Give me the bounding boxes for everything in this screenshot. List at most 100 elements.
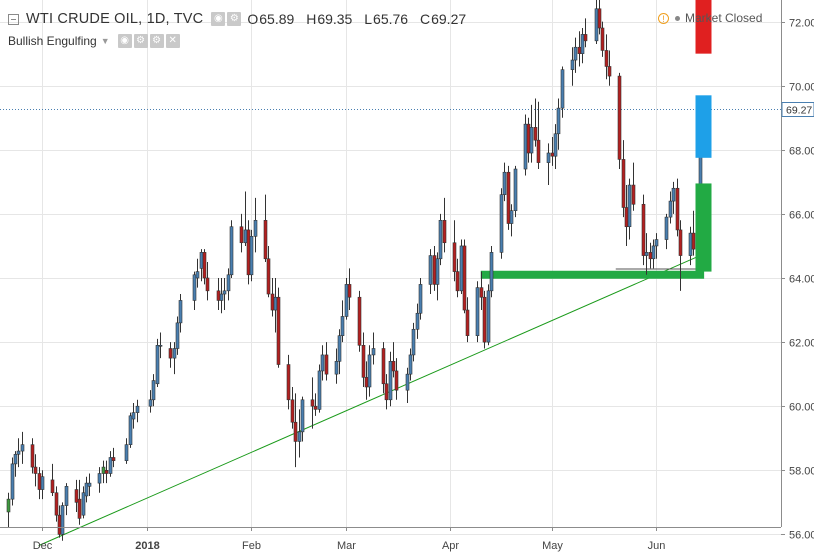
candlestick-series (6, 0, 703, 541)
candle-body (442, 220, 447, 244)
candle-body (13, 453, 18, 465)
candle-body (499, 194, 504, 253)
close-icon[interactable]: ✕ (165, 34, 180, 48)
candle-body (30, 444, 35, 468)
candle-body (644, 252, 649, 256)
candle-body (148, 399, 153, 407)
eye-icon[interactable]: ◉ (117, 34, 132, 48)
candle-body (77, 498, 82, 519)
candle-body (175, 322, 180, 349)
candle-body (367, 354, 372, 388)
candle-body (489, 252, 494, 292)
candle-body (502, 171, 507, 195)
candle-body (243, 229, 248, 244)
candle-body (455, 271, 460, 292)
candle-body (570, 59, 575, 70)
candle-body (300, 399, 305, 433)
close-value: 69.27 (431, 11, 467, 27)
candle-body (128, 415, 133, 445)
candle-body (648, 252, 653, 260)
candle-body (155, 345, 160, 385)
candle-body (664, 216, 669, 240)
candle-body (249, 236, 254, 276)
time-axis[interactable]: Dec 2018 Feb Mar Apr May Jun (0, 527, 781, 552)
range-marker-bar (695, 183, 712, 272)
market-status[interactable]: ! Market Closed (658, 11, 762, 25)
candle-body (556, 107, 561, 135)
candle-body (40, 476, 45, 490)
candle-body (347, 284, 352, 298)
symbol-title[interactable]: WTI CRUDE OIL, 1D, TVC (26, 11, 204, 27)
candle-body (364, 377, 369, 388)
candle-body (668, 200, 673, 218)
indicator-name[interactable]: Bullish Engulfing (8, 34, 97, 48)
candle-body (60, 505, 65, 535)
time-tick-label: May (542, 540, 563, 552)
price-tick-label: 56.00 (789, 530, 814, 542)
price-tick-label: 58.00 (789, 466, 814, 478)
price-tick-label: 60.00 (789, 402, 814, 414)
candle-body (20, 444, 25, 452)
collapse-icon[interactable] (8, 13, 19, 25)
candle-body (290, 399, 295, 423)
price-tick-label: 64.00 (789, 274, 814, 286)
candle-body (266, 258, 271, 295)
candle-body (172, 348, 177, 359)
candle-body (16, 450, 21, 455)
candle-body (361, 345, 366, 378)
candle-body (405, 373, 410, 391)
candle-body (276, 296, 281, 365)
eye-icon[interactable]: ◉ (211, 12, 226, 26)
candle-body (533, 127, 538, 141)
candle-body (675, 187, 680, 231)
trendline (38, 255, 701, 547)
candle-body (459, 245, 464, 292)
price-tick-label: 68.00 (789, 146, 814, 158)
candle-body (324, 354, 329, 375)
chevron-down-icon[interactable]: ▼ (100, 36, 110, 46)
status-dot-icon (675, 15, 680, 21)
candle-body (84, 482, 89, 497)
candle-body (513, 168, 518, 211)
candle-body (381, 348, 386, 385)
close-label: C (419, 11, 431, 27)
candle-body (320, 354, 325, 372)
candle-body (577, 46, 582, 54)
candle-body (394, 370, 399, 391)
candle-body (546, 152, 551, 163)
candle-body (583, 34, 588, 42)
candle-body (192, 274, 197, 301)
time-tick-label: Feb (242, 540, 261, 552)
candle-body (195, 271, 200, 279)
ohlc-values: O65.89 H69.35 L65.76 C69.27 (247, 11, 474, 27)
candle-body (104, 469, 109, 474)
candle-body (418, 284, 423, 314)
candle-body (529, 127, 534, 154)
candle-body (178, 300, 183, 324)
candle-body (597, 8, 602, 29)
candle-body (108, 457, 113, 474)
chart-legend: WTI CRUDE OIL, 1D, TVC ◉ ⚙ O65.89 H69.35… (8, 11, 474, 27)
time-tick-label: Dec (33, 540, 53, 552)
price-axis[interactable]: 56.00 58.00 60.00 62.00 64.00 66.00 68.00 70.00… (781, 0, 814, 542)
price-tick-label: 66.00 (789, 210, 814, 222)
candle-body (475, 287, 480, 336)
candle-body (607, 66, 612, 77)
open-label: O (247, 11, 259, 27)
candle-body (627, 184, 632, 228)
candle-body (651, 245, 656, 260)
candle-body (131, 412, 136, 420)
low-label: L (364, 11, 373, 27)
candle-body (621, 159, 626, 208)
candle-body (671, 187, 676, 202)
settings-icon[interactable]: ⚙ (149, 34, 164, 48)
indicator-legend: Bullish Engulfing ▼ ◉ ⚙ ⚙ ✕ (8, 34, 180, 48)
settings-icon[interactable]: ⚙ (133, 34, 148, 48)
market-status-label: Market Closed (685, 11, 763, 25)
candle-body (435, 258, 440, 285)
candle-body (523, 123, 528, 170)
settings-icon[interactable]: ⚙ (227, 12, 242, 26)
low-value: 65.76 (373, 11, 409, 27)
candle-body (310, 399, 315, 407)
